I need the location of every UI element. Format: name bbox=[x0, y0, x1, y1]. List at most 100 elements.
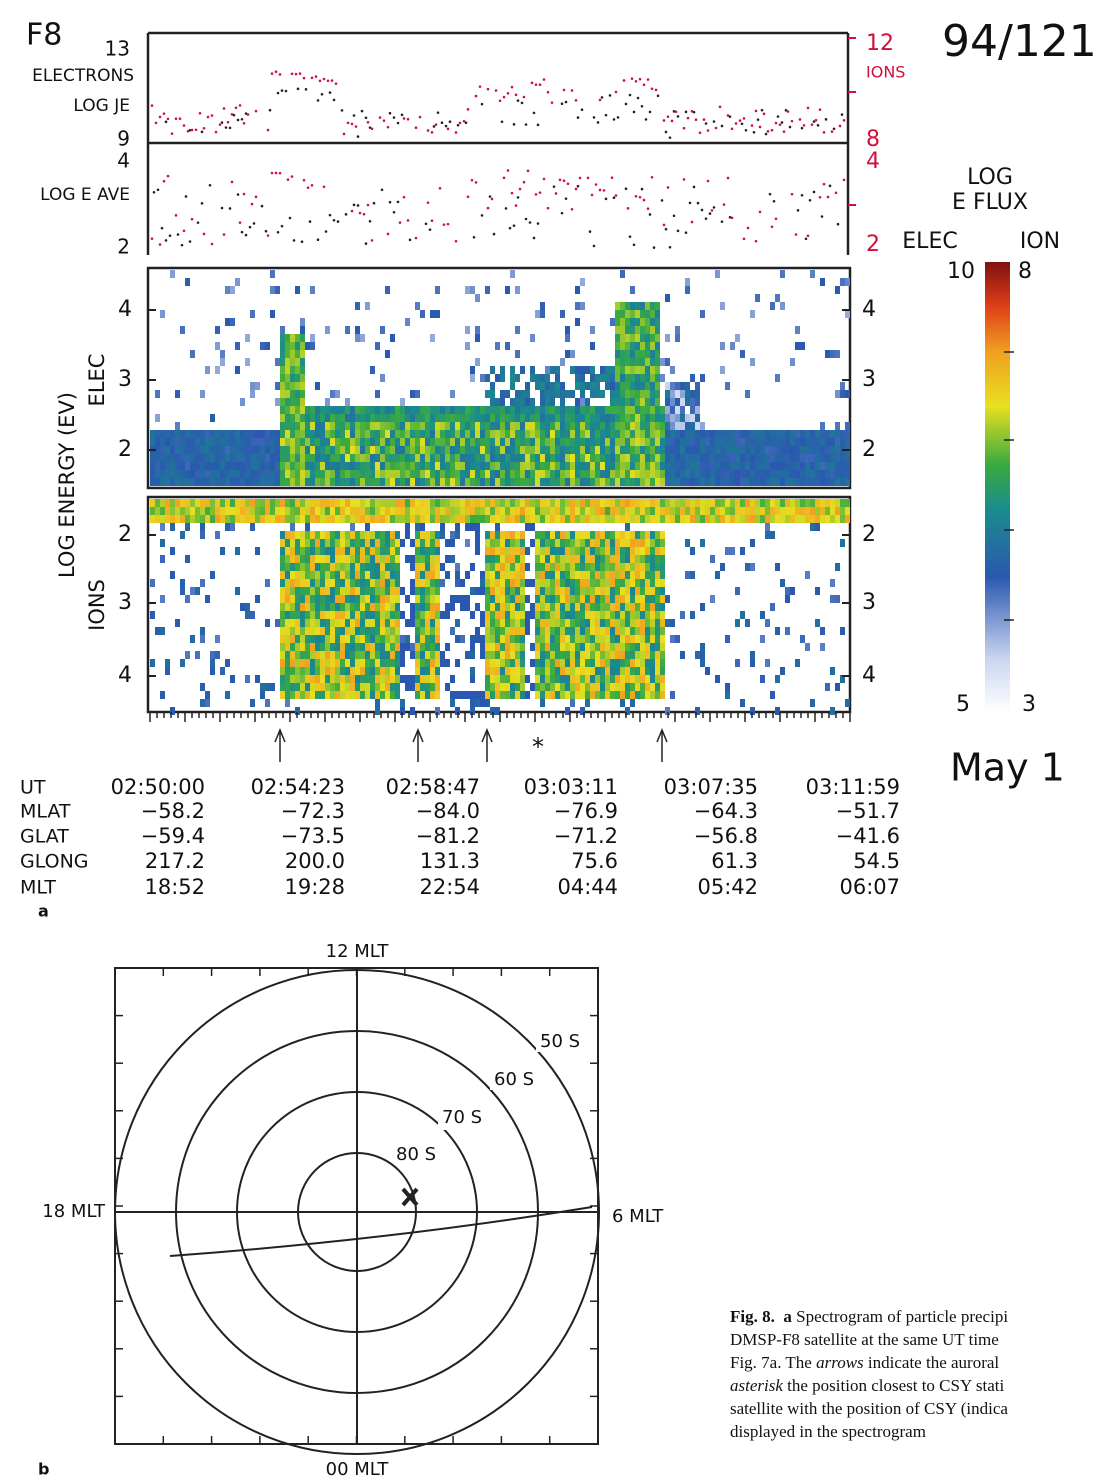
spectrogram-cell bbox=[570, 635, 575, 643]
spectrogram-cell bbox=[685, 430, 690, 438]
caption-text: displayed in the spectrogram bbox=[730, 1422, 926, 1441]
spectrogram-cell bbox=[800, 507, 805, 515]
spectrogram-cell bbox=[770, 478, 775, 486]
spectrogram-cell bbox=[350, 555, 355, 563]
spectrogram-cell bbox=[350, 499, 355, 507]
eave-dot bbox=[708, 212, 712, 215]
eave-dot bbox=[492, 232, 496, 236]
spectrogram-cell bbox=[435, 478, 440, 486]
spectrogram-cell bbox=[460, 454, 465, 462]
spectrogram-cell bbox=[645, 587, 650, 595]
spectrogram-cell bbox=[345, 555, 350, 563]
flux-dot bbox=[426, 129, 430, 132]
spectrogram-cell bbox=[635, 563, 640, 571]
spectrogram-cell bbox=[390, 334, 395, 342]
spectrogram-cell bbox=[295, 595, 300, 603]
spectrogram-cell bbox=[655, 326, 660, 334]
flux-dot bbox=[698, 131, 702, 135]
spectrogram-cell bbox=[355, 651, 360, 659]
spectrogram-cell bbox=[765, 478, 770, 486]
spectrogram-cell bbox=[310, 555, 315, 563]
spectrogram-cell bbox=[390, 659, 395, 667]
spectrogram-cell bbox=[835, 454, 840, 462]
flux-dot bbox=[242, 121, 246, 125]
eave-dot bbox=[614, 194, 618, 197]
flux-dot bbox=[612, 118, 616, 121]
flux-dot bbox=[170, 132, 174, 135]
spectrogram-cell bbox=[270, 515, 275, 523]
spectrogram-cell bbox=[675, 406, 680, 414]
je-left-tick: 9 bbox=[117, 127, 130, 151]
spectrogram-cell bbox=[300, 350, 305, 358]
spectrogram-cell bbox=[650, 507, 655, 515]
spectrogram-cell bbox=[745, 507, 750, 515]
table-cell: −72.3 bbox=[281, 799, 345, 823]
spectrogram-cell bbox=[565, 438, 570, 446]
spectrogram-cell bbox=[480, 478, 485, 486]
spectrogram-cell bbox=[735, 619, 740, 627]
spectrogram-cell bbox=[435, 507, 440, 515]
spectrogram-cell bbox=[775, 563, 780, 571]
spectrogram-cell bbox=[475, 635, 480, 643]
spectrogram-cell bbox=[520, 667, 525, 675]
spectrogram-cell bbox=[710, 499, 715, 507]
spectrogram-cell bbox=[625, 555, 630, 563]
spectrogram-cell bbox=[390, 579, 395, 587]
spectrogram-cell bbox=[750, 438, 755, 446]
spectrogram-cell bbox=[615, 438, 620, 446]
spectrogram-cell bbox=[635, 398, 640, 406]
spectrogram-cell bbox=[440, 611, 445, 619]
spectrogram-cell bbox=[320, 539, 325, 547]
spectrogram-cell bbox=[615, 555, 620, 563]
spectrogram-cell bbox=[325, 422, 330, 430]
spectrogram-cell bbox=[200, 438, 205, 446]
spectrogram-cell bbox=[580, 627, 585, 635]
spectrogram-cell bbox=[315, 470, 320, 478]
spectrogram-cell bbox=[495, 587, 500, 595]
spectrogram-cell bbox=[605, 499, 610, 507]
spectrogram-cell bbox=[180, 499, 185, 507]
spectrogram-cell bbox=[655, 342, 660, 350]
spectrogram-cell bbox=[625, 587, 630, 595]
spectrogram-cell bbox=[205, 515, 210, 523]
spectrogram-cell bbox=[225, 691, 230, 699]
spectrogram-cell bbox=[605, 515, 610, 523]
spectrogram-cell bbox=[285, 446, 290, 454]
spectrogram-cell bbox=[595, 659, 600, 667]
spectrogram-cell bbox=[790, 515, 795, 523]
spectrogram-cell bbox=[520, 587, 525, 595]
spectrogram-cell bbox=[290, 571, 295, 579]
spectrogram-cell bbox=[405, 523, 410, 531]
spectrogram-cell bbox=[185, 651, 190, 659]
spectrogram-cell bbox=[400, 462, 405, 470]
eave-dot bbox=[386, 232, 390, 236]
spectrogram-cell bbox=[345, 667, 350, 675]
spectrogram-cell bbox=[440, 454, 445, 462]
flux-dot bbox=[386, 125, 390, 129]
spectrogram-cell bbox=[620, 683, 625, 691]
spectrogram-cell bbox=[515, 531, 520, 539]
spectrogram-cell bbox=[830, 446, 835, 454]
spectrogram-cell bbox=[290, 374, 295, 382]
spectrogram-cell bbox=[430, 563, 435, 571]
spectrogram-cell bbox=[625, 342, 630, 350]
spectrogram-cell bbox=[650, 531, 655, 539]
spectrogram-cell bbox=[625, 478, 630, 486]
spectrogram-cell bbox=[225, 462, 230, 470]
spectrogram-cell bbox=[430, 691, 435, 699]
spectrogram-cell bbox=[655, 462, 660, 470]
mlt-label: 6 MLT bbox=[612, 1206, 664, 1227]
spectrogram-cell bbox=[505, 438, 510, 446]
spectrogram-cell bbox=[525, 579, 530, 587]
spectrogram-cell bbox=[190, 454, 195, 462]
spectrogram-cell bbox=[340, 627, 345, 635]
spectrogram-cell bbox=[595, 611, 600, 619]
spectrogram-cell bbox=[615, 515, 620, 523]
spectrogram-cell bbox=[155, 627, 160, 635]
spectrogram-cell bbox=[200, 627, 205, 635]
spectrogram-cell bbox=[240, 515, 245, 523]
spectrogram-cell bbox=[410, 507, 415, 515]
spectrogram-cell bbox=[230, 499, 235, 507]
flux-dot bbox=[174, 117, 178, 121]
spectrogram-cell bbox=[290, 499, 295, 507]
